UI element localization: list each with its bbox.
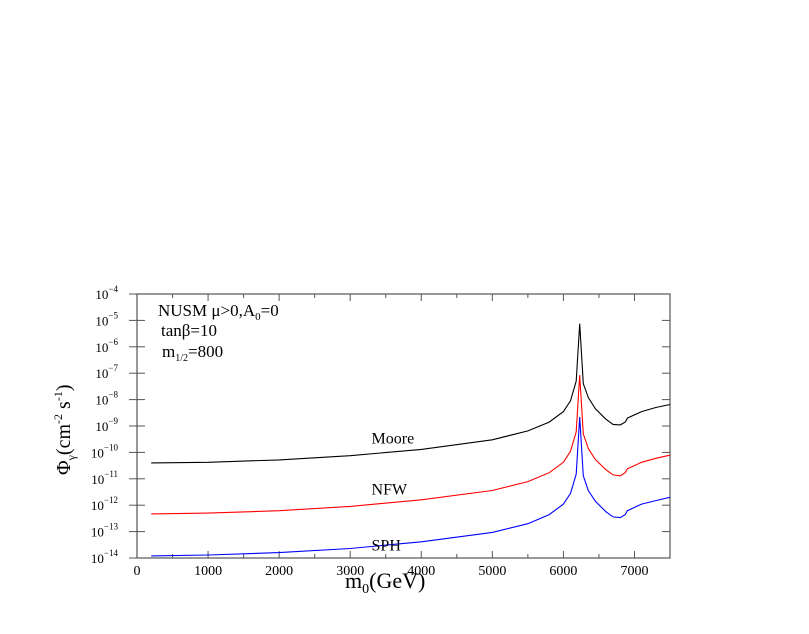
y-tick-label: 10−13 — [91, 522, 119, 540]
series-label-moore: Moore — [372, 430, 415, 447]
x-axis-label: m0(GeV) — [345, 568, 425, 597]
x-tick-label: 2000 — [265, 564, 293, 579]
annotation-m-half: m1/2=800 — [162, 342, 223, 364]
y-tick-label: 10−7 — [95, 363, 118, 381]
series-labels: Moore NFW SPH — [372, 430, 415, 554]
x-tick-label: 1000 — [194, 564, 222, 579]
x-axis-ticks: 0 1000 2000 3000 4000 5000 6000 7000 — [134, 294, 671, 579]
y-tick-label: 10−8 — [95, 390, 118, 408]
series-nfw — [151, 375, 671, 515]
annotation-tanbeta: tanβ=10 — [161, 321, 217, 340]
series-sph — [151, 416, 671, 557]
y-tick-label: 10−11 — [91, 469, 118, 487]
x-tick-label: 7000 — [620, 564, 648, 579]
y-tick-label: 10−9 — [95, 416, 118, 434]
series-label-nfw: NFW — [372, 482, 408, 499]
x-tick-label: 0 — [134, 564, 141, 579]
series-moore — [151, 323, 671, 464]
svg-text:Φγ(cm-2 s-1): Φγ(cm-2 s-1) — [51, 385, 78, 476]
y-tick-label: 10−14 — [91, 548, 119, 566]
y-axis-label: Φγ(cm-2 s-1) — [51, 385, 78, 476]
y-tick-label: 10−6 — [95, 337, 118, 355]
y-tick-label: 10−5 — [95, 310, 118, 328]
annotation-model: NUSM μ>0,A0=0 — [158, 301, 279, 323]
series-label-sph: SPH — [372, 538, 402, 555]
x-tick-label: 6000 — [549, 564, 577, 579]
y-tick-label: 10−4 — [95, 284, 118, 302]
x-tick-label: 4000 — [407, 564, 435, 579]
series-layer — [151, 323, 671, 557]
y-tick-label: 10−12 — [91, 495, 118, 513]
x-tick-label: 5000 — [478, 564, 506, 579]
x-tick-label: 3000 — [336, 564, 364, 579]
y-tick-label: 10−10 — [91, 442, 119, 460]
